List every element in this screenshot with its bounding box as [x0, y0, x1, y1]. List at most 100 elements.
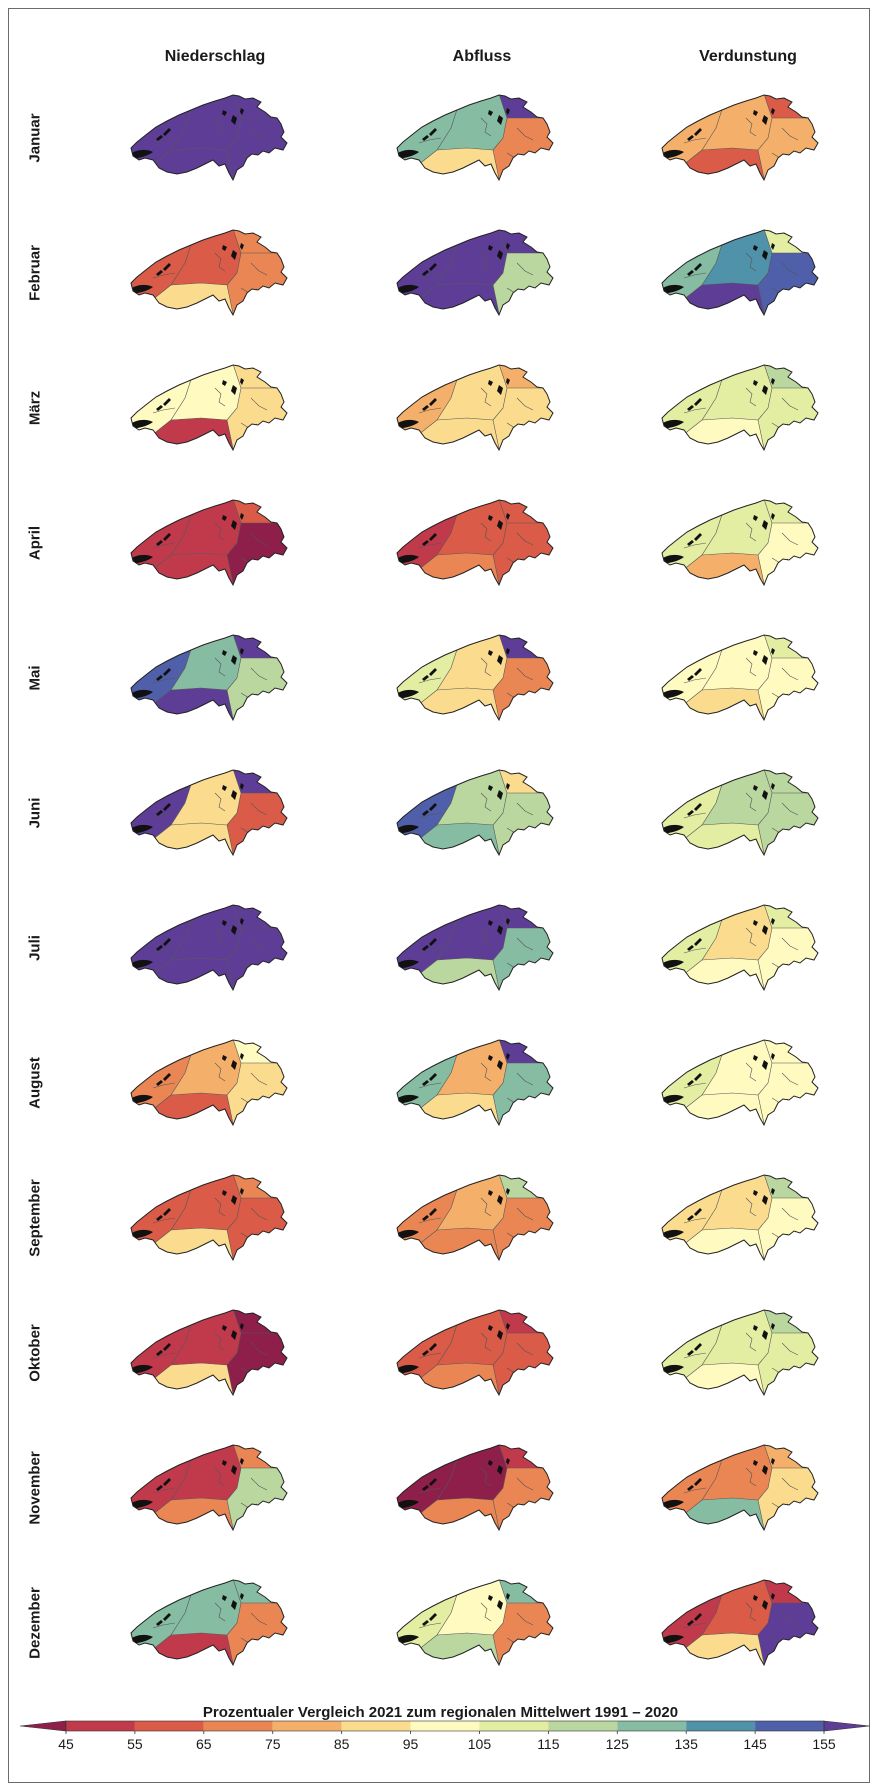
lake [156, 945, 163, 951]
region-center [702, 1310, 772, 1365]
lake [222, 1325, 227, 1331]
map-abfluss-7 [396, 904, 554, 992]
lake [488, 380, 493, 386]
region-border [516, 802, 534, 816]
map-niederschlag-10 [130, 1309, 288, 1397]
region-border [170, 1362, 236, 1395]
region-border [418, 1082, 442, 1089]
lake [662, 1229, 684, 1239]
lake [762, 250, 768, 260]
lake [662, 689, 684, 699]
region-border [683, 1217, 707, 1224]
region-border [683, 1622, 707, 1629]
legend-swatch [548, 1721, 618, 1731]
map-verdunstung-8 [661, 1039, 819, 1127]
lake [497, 1195, 503, 1205]
row-label-text: Januar [26, 113, 44, 163]
region-center [437, 500, 507, 555]
figure-frame [8, 8, 870, 1783]
lake [231, 1600, 237, 1610]
lake [687, 540, 694, 546]
country-outline [661, 769, 819, 857]
lake [422, 945, 429, 951]
region-border [418, 407, 442, 414]
lake [231, 790, 237, 800]
region-center [702, 230, 772, 285]
country-outline [396, 1309, 554, 1397]
lake [222, 650, 227, 656]
region-border [152, 137, 176, 144]
region-border [683, 272, 707, 279]
lake [222, 110, 227, 116]
region-border [480, 522, 492, 542]
country-outline [661, 1444, 819, 1532]
region-center [171, 635, 241, 690]
lake [131, 1634, 153, 1644]
lake [240, 378, 244, 385]
map-verdunstung-10 [661, 1309, 819, 1397]
lake [163, 938, 171, 946]
lake [131, 1094, 153, 1104]
region-border [170, 147, 236, 180]
lake [762, 1465, 768, 1475]
region-border [683, 137, 707, 144]
lake [771, 1053, 775, 1060]
lake [131, 149, 153, 159]
legend-swatch [479, 1721, 549, 1731]
lake [163, 398, 171, 406]
region-border [480, 657, 492, 677]
lake [694, 1208, 702, 1216]
region-border [757, 1580, 773, 1636]
lake [497, 520, 503, 530]
country-outline [396, 769, 554, 857]
map-abfluss-8 [396, 1039, 554, 1127]
lake [397, 959, 419, 969]
lake [240, 1323, 244, 1330]
country-outline [661, 499, 819, 587]
lake [222, 920, 227, 926]
map-verdunstung-6 [661, 769, 819, 857]
region-border [701, 687, 767, 720]
lake [506, 513, 510, 520]
lake [771, 1458, 775, 1465]
region-border [781, 1072, 799, 1086]
country-outline [661, 229, 819, 317]
lake [762, 1330, 768, 1340]
lake [156, 1620, 163, 1626]
region-center [702, 95, 772, 150]
lake [397, 284, 419, 294]
lake [488, 1325, 493, 1331]
lake [231, 1060, 237, 1070]
map-verdunstung-12 [661, 1579, 819, 1667]
lake [240, 1593, 244, 1600]
region-border [781, 1207, 799, 1221]
map-verdunstung-7 [661, 904, 819, 992]
region-border [436, 282, 502, 315]
region-border [152, 1217, 176, 1224]
map-niederschlag-8 [130, 1039, 288, 1127]
region-border [250, 802, 268, 816]
region-border [757, 365, 773, 421]
region-border [492, 1175, 508, 1231]
lake [156, 810, 163, 816]
legend-tick-label: 115 [537, 1736, 560, 1752]
lake [397, 149, 419, 159]
lake [240, 918, 244, 925]
map-niederschlag-1 [130, 94, 288, 182]
legend-swatch [134, 1721, 204, 1731]
region-border [516, 1207, 534, 1221]
lake [762, 925, 768, 935]
lake [397, 824, 419, 834]
lake [753, 110, 758, 116]
lake [506, 648, 510, 655]
lake [753, 380, 758, 386]
region-center [437, 230, 507, 285]
region-border [516, 937, 534, 951]
lake [694, 128, 702, 136]
map-niederschlag-5 [130, 634, 288, 722]
country-outline [396, 229, 554, 317]
region-border [152, 1082, 176, 1089]
lake [131, 554, 153, 564]
region-border [516, 1342, 534, 1356]
lake [488, 920, 493, 926]
